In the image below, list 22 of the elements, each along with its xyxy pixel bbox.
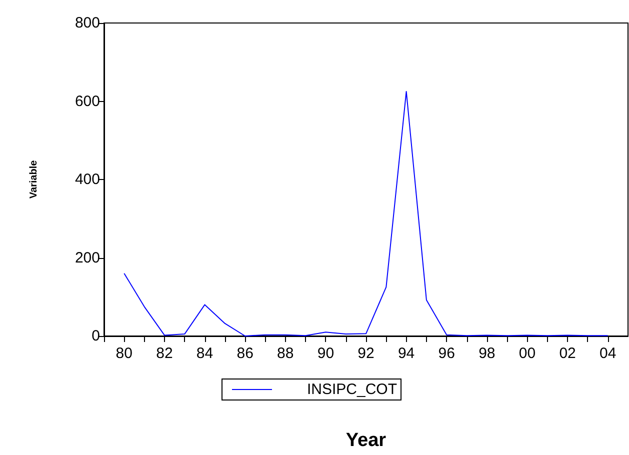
x-tick-label: 94 — [398, 345, 415, 362]
x-tick-label: 82 — [156, 345, 173, 362]
x-tick-label: 00 — [518, 345, 536, 362]
x-tick-label: 98 — [478, 345, 496, 362]
x-tick-label: 02 — [559, 345, 576, 362]
x-tick-label: 90 — [317, 345, 334, 362]
x-tick-label: 86 — [236, 345, 254, 362]
x-tick-label: 04 — [600, 345, 616, 362]
y-tick-label: 600 — [74, 92, 100, 110]
y-tick-label: 800 — [74, 14, 100, 32]
y-tick-label: 200 — [74, 249, 100, 266]
y-tick-label: 0 — [92, 328, 100, 344]
x-axis-title: Year — [346, 430, 387, 451]
x-tick-label: 84 — [196, 345, 214, 362]
legend-label: INSIPC_COT — [306, 381, 398, 398]
x-tick-label: 92 — [358, 345, 374, 362]
y-axis-title: Variable — [28, 160, 40, 199]
x-tick-label: 88 — [277, 345, 294, 362]
line-series — [124, 90, 608, 336]
x-tick-label: 96 — [438, 345, 455, 362]
x-tick-label: 80 — [116, 345, 132, 362]
y-tick-label: 400 — [74, 171, 100, 188]
